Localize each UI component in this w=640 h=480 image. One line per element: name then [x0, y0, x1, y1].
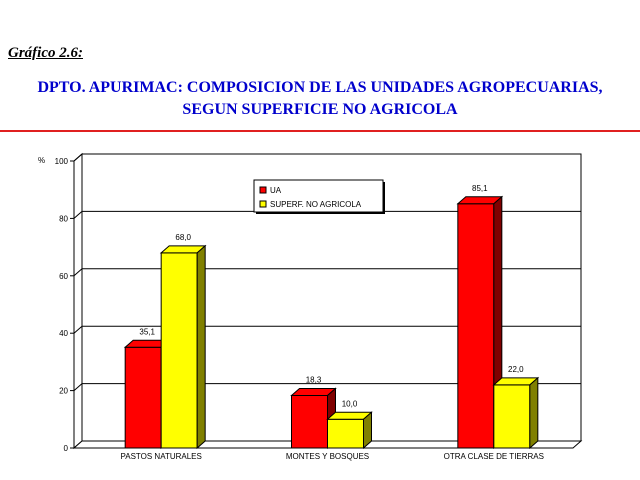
- y-tick-label: 0: [64, 444, 69, 453]
- chart-title-line-2: SEGUN SUPERFICIE NO AGRICOLA: [182, 101, 458, 118]
- gridline-depth: [73, 153, 83, 162]
- y-axis-label: %: [38, 156, 45, 165]
- gridline-depth: [73, 325, 83, 334]
- title-divider-line: [0, 130, 640, 132]
- legend-label: SUPERF. NO AGRICOLA: [270, 200, 362, 209]
- x-category-label: PASTOS NATURALES: [120, 452, 201, 461]
- chart-number-label: Gráfico 2.6:: [8, 45, 83, 61]
- legend-swatch: [259, 200, 267, 208]
- bar-side-1-1: [363, 411, 372, 450]
- y-tick-label: 60: [59, 272, 68, 281]
- side-wall: [73, 152, 83, 450]
- bar-0-1: [291, 394, 328, 449]
- gridline-depth: [73, 268, 83, 277]
- data-label: 22,0: [508, 365, 524, 374]
- data-label: 18,3: [306, 375, 322, 384]
- bar-0-2: [457, 203, 495, 449]
- y-tick-label: 40: [59, 329, 68, 338]
- gridline-depth: [73, 211, 83, 219]
- legend-swatch: [259, 186, 267, 194]
- bar-1-2: [493, 384, 531, 449]
- bar-1-0: [160, 252, 198, 449]
- legend-box: [253, 179, 384, 213]
- bar-1-1: [327, 418, 364, 449]
- y-tick-label: 20: [59, 387, 68, 396]
- data-label: 85,1: [472, 184, 488, 193]
- y-tick-label: 80: [59, 214, 68, 223]
- legend-label: UA: [270, 186, 282, 195]
- x-category-label: OTRA CLASE DE TIERRAS: [444, 452, 544, 461]
- bar-side-1-2: [529, 376, 539, 450]
- y-tick-label: 100: [55, 157, 69, 166]
- bar-side-1-0: [196, 244, 206, 450]
- chart-title-line-1: DPTO. APURIMAC: COMPOSICION DE LAS UNIDA…: [37, 79, 603, 96]
- x-category-label: MONTES Y BOSQUES: [286, 452, 369, 461]
- data-label: 10,0: [342, 399, 358, 408]
- gridline-depth: [73, 383, 83, 391]
- data-label: 35,1: [139, 327, 155, 336]
- data-label: 68,0: [175, 233, 191, 242]
- bar-0-0: [124, 346, 162, 449]
